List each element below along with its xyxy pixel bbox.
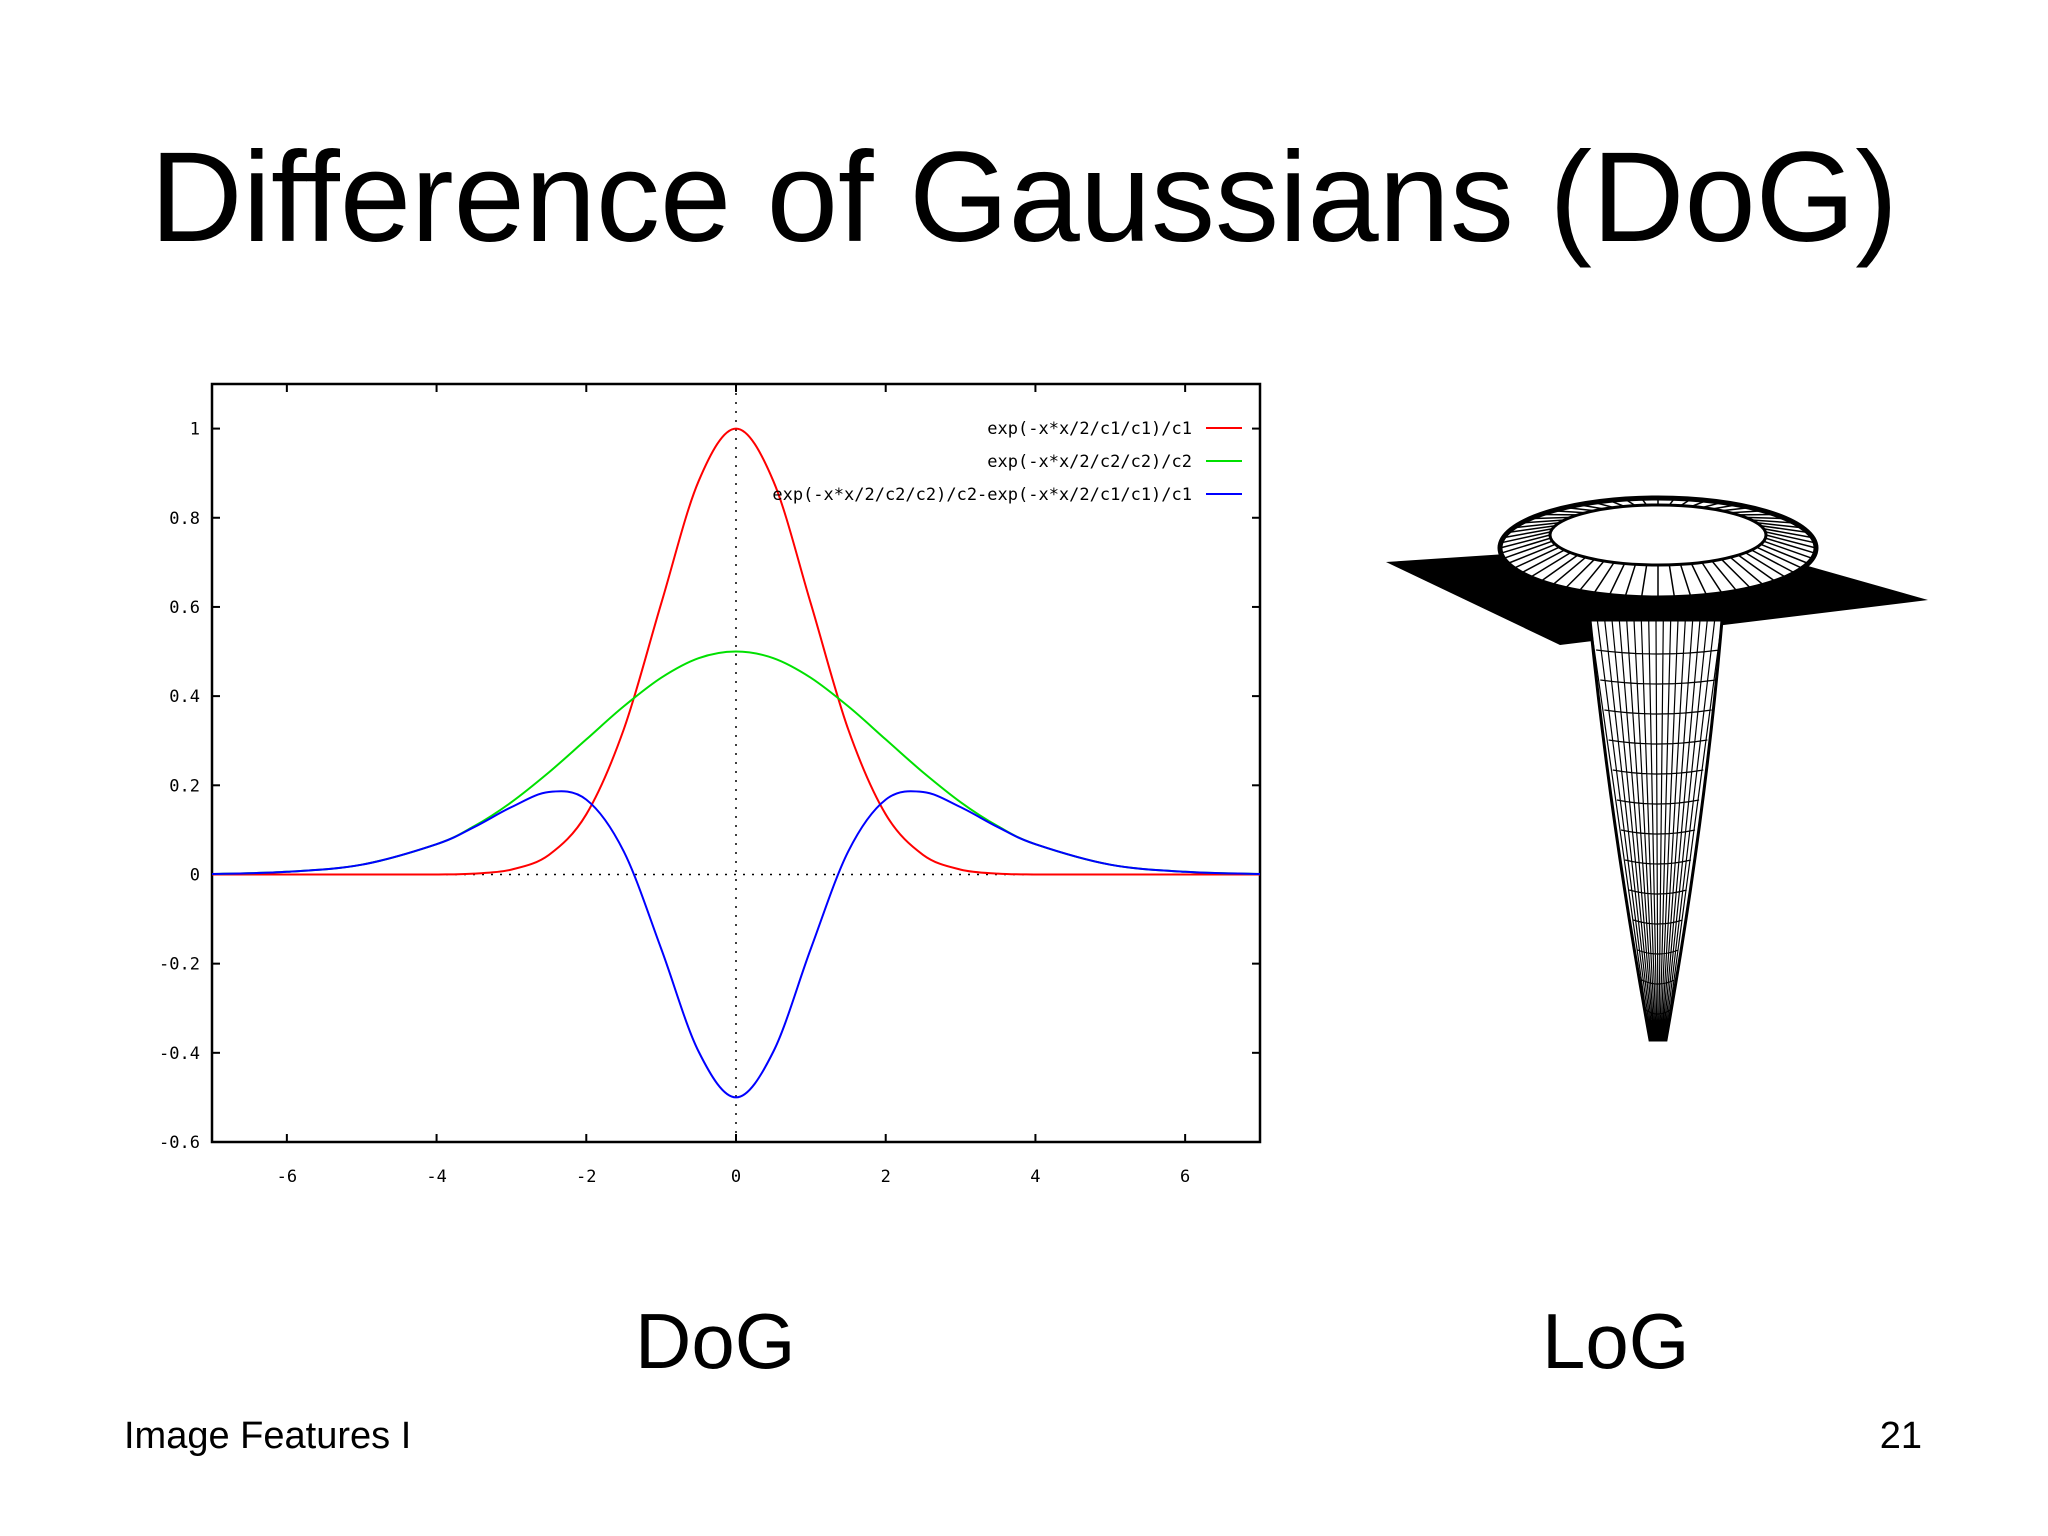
y-tick-label: 0.6 <box>169 598 200 618</box>
log-caption: LoG <box>1542 1297 1690 1385</box>
y-tick-label: 0.8 <box>169 509 200 529</box>
page-number: 21 <box>1879 1415 1922 1457</box>
slide-title: Difference of Gaussians (DoG) <box>150 126 1898 269</box>
y-tick-label: 0.4 <box>169 687 200 707</box>
y-tick-label: -0.2 <box>159 955 200 975</box>
y-tick-label: -0.4 <box>159 1044 200 1064</box>
x-tick-label: 4 <box>1030 1167 1040 1187</box>
x-tick-label: -6 <box>277 1167 297 1187</box>
x-tick-label: -2 <box>576 1167 596 1187</box>
y-tick-label: 1 <box>190 420 200 440</box>
x-tick-label: 2 <box>881 1167 891 1187</box>
y-tick-label: -0.6 <box>159 1133 200 1153</box>
series-dog <box>211 790 1261 1099</box>
legend-label: exp(-x*x/2/c2/c2)/c2-exp(-x*x/2/c1/c1)/c… <box>772 485 1192 505</box>
dog-chart-layer: -6 -4 -2 0 2 4 6 1 0.8 0.6 0.4 0.2 0 -0.2 -0.4 -0.6 exp(… <box>159 382 1262 1187</box>
surface-rim-mesh <box>1499 497 1817 598</box>
log-surface-plot <box>1386 495 1928 1042</box>
footer-title: Image Features I <box>124 1415 412 1457</box>
dog-caption: DoG <box>635 1297 796 1385</box>
surface-funnel-mesh <box>1589 619 1723 1041</box>
legend-label: exp(-x*x/2/c2/c2)/c2 <box>987 452 1192 472</box>
y-tick-label: 0.2 <box>169 776 200 796</box>
x-tick-label: 6 <box>1180 1167 1190 1187</box>
series-gaussian-c1 <box>212 427 1260 876</box>
x-tick-label: 0 <box>731 1167 741 1187</box>
x-tick-label: -4 <box>426 1167 446 1187</box>
legend-label: exp(-x*x/2/c1/c1)/c1 <box>987 419 1192 439</box>
y-tick-label: 0 <box>190 865 200 885</box>
